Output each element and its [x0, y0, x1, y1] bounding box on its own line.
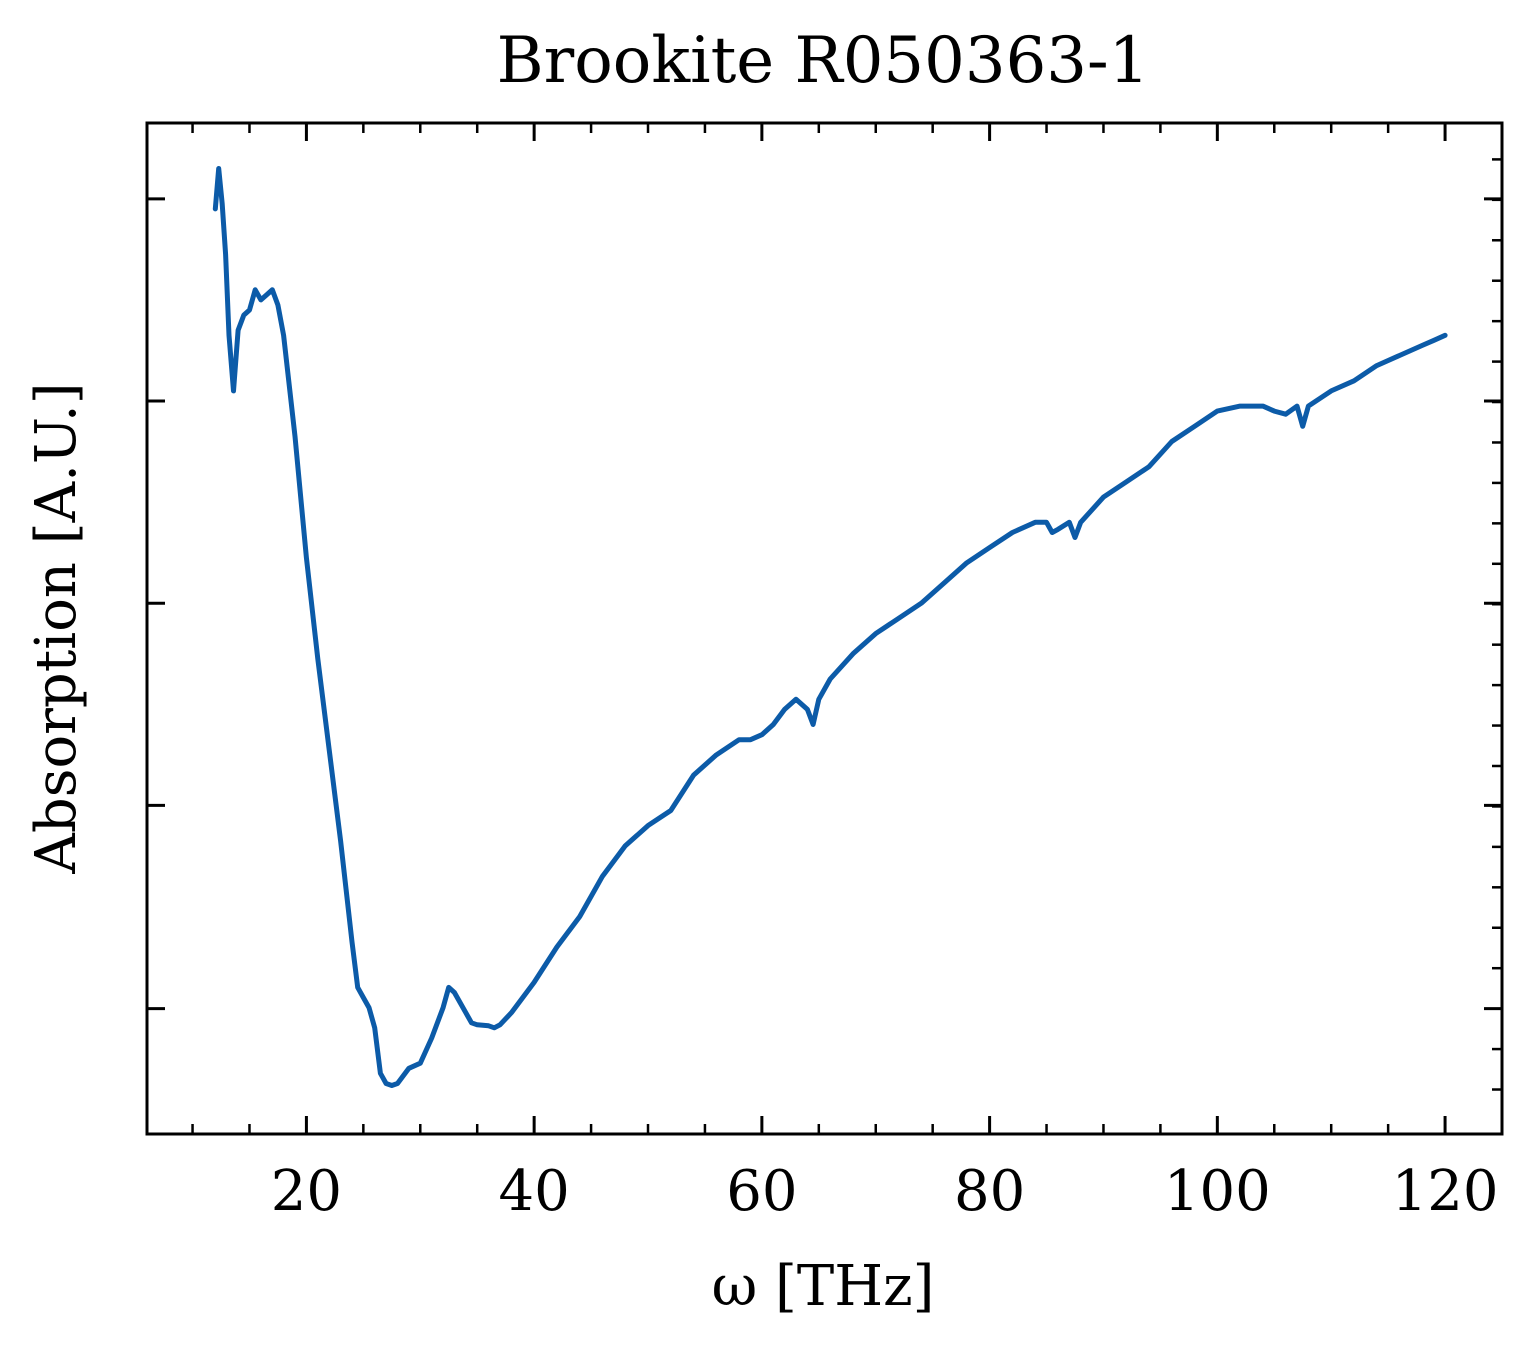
x-tick-label: 60: [726, 1159, 797, 1224]
x-tick-labels: 20 40 60 80 100 120: [271, 1159, 1499, 1224]
x-axis-label: ω [THz]: [712, 1254, 935, 1319]
chart-title: Brookite R050363-1: [497, 24, 1150, 98]
plot-area: 20 40 60 80 100 120: [145, 121, 1504, 1224]
x-tick-label: 120: [1392, 1159, 1499, 1224]
x-tick-label: 20: [271, 1159, 342, 1224]
minor-ticks: [191, 123, 1504, 1134]
x-tick-label: 80: [954, 1159, 1025, 1224]
x-tick-label: 40: [499, 1159, 570, 1224]
x-tick-label: 100: [1164, 1159, 1271, 1224]
y-axis-label: Absorption [A.U.]: [24, 382, 89, 874]
major-ticks: [147, 123, 1502, 1134]
series-line: [212, 166, 1448, 1088]
plot-frame: [145, 121, 1504, 1136]
